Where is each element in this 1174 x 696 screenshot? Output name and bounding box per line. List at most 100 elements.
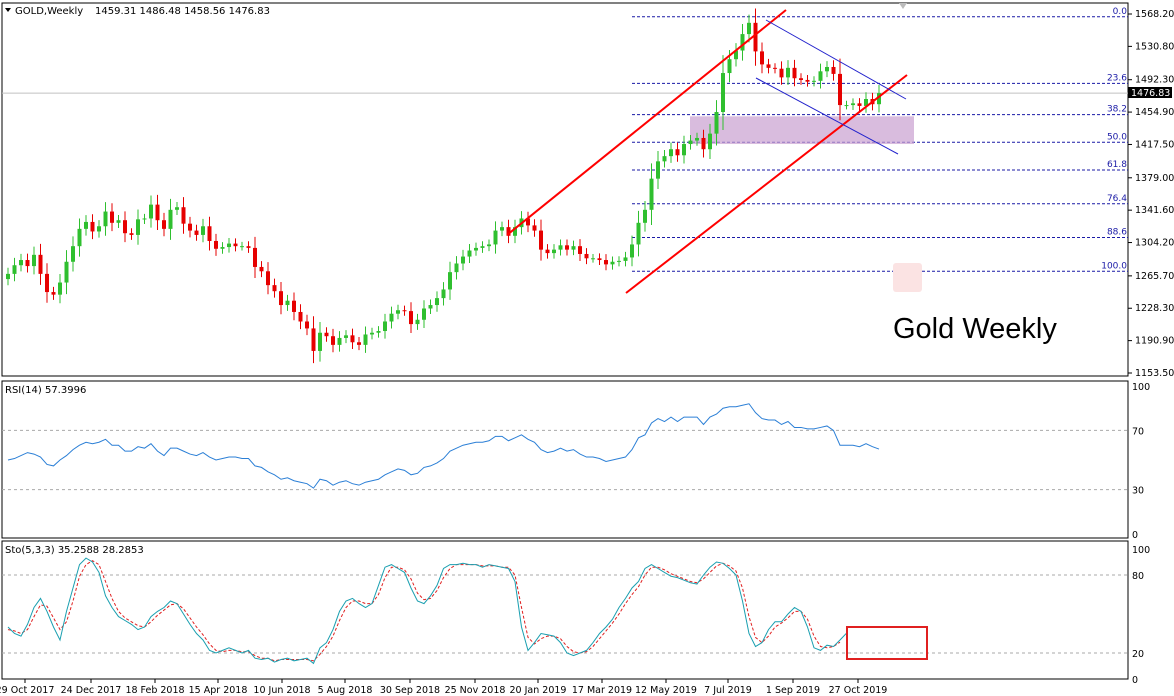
- candle: [389, 306, 394, 329]
- sto-tick-label: 100: [1132, 545, 1150, 556]
- time-tick-label: 5 Aug 2018: [318, 685, 373, 696]
- candle: [162, 212, 166, 237]
- candle: [740, 23, 745, 61]
- candle: [285, 294, 290, 311]
- candle: [428, 299, 433, 315]
- candle: [116, 214, 121, 229]
- candle: [370, 327, 374, 340]
- sto-tick-label: 80: [1132, 571, 1144, 582]
- falling-channel-lower[interactable]: [755, 77, 899, 155]
- candle: [656, 150, 660, 190]
- rsi-tick-label: 30: [1132, 486, 1144, 497]
- candle: [688, 135, 693, 150]
- rsi-line: [7, 403, 880, 489]
- candle: [207, 216, 212, 251]
- candle: [578, 239, 582, 262]
- candle: [311, 316, 316, 364]
- price-axis: 1568.20 1530.80 1492.30 1454.90 1417.50 1379.…: [1128, 9, 1174, 379]
- fib-level-label: 100.0: [1101, 261, 1127, 271]
- watermark-logo-icon: [893, 263, 922, 292]
- rsi-pane-frame: [1, 380, 1129, 539]
- time-tick-label: 7 Jul 2019: [704, 685, 752, 696]
- candle: [214, 233, 218, 256]
- time-axis: 29 Oct 2017 24 Dec 2017 18 Feb 2018 15 Apr …: [0, 679, 887, 696]
- candle: [45, 263, 49, 303]
- candle: [357, 337, 361, 351]
- time-tick-label: 29 Oct 2017: [0, 685, 54, 696]
- price-tick-label: 1304.20: [1135, 238, 1174, 249]
- candle: [552, 244, 556, 259]
- candle: [864, 92, 868, 113]
- candle: [591, 253, 595, 263]
- candle: [500, 221, 504, 237]
- candle: [142, 213, 147, 224]
- candle: [64, 250, 69, 295]
- candle: [363, 326, 368, 353]
- candle: [662, 149, 667, 168]
- candle: [77, 218, 82, 257]
- candle: [350, 328, 355, 350]
- chart-shift-marker-icon[interactable]: [899, 3, 907, 9]
- candle: [305, 314, 309, 336]
- candle: [51, 286, 56, 300]
- candle: [155, 194, 160, 230]
- candle: [448, 261, 452, 300]
- candle: [415, 313, 420, 330]
- candle: [526, 211, 530, 233]
- fib-level-label: 76.4: [1107, 194, 1127, 204]
- sto-signal-line: [7, 560, 841, 662]
- time-tick-label: 24 Dec 2017: [61, 685, 122, 696]
- upper-channel-trendline[interactable]: [506, 9, 787, 236]
- candle: [324, 327, 329, 342]
- sto-tick-label: 0: [1132, 675, 1138, 686]
- candle: [773, 63, 777, 74]
- candle: [201, 218, 205, 243]
- candle: [175, 201, 179, 216]
- collapse-arrow-icon[interactable]: [5, 8, 11, 12]
- candle: [90, 214, 95, 240]
- candle: [84, 215, 88, 236]
- candle: [409, 302, 413, 333]
- candle: [675, 142, 680, 162]
- candle: [649, 163, 654, 226]
- candle: [487, 239, 491, 252]
- candle: [435, 291, 439, 312]
- lower-channel-trendline[interactable]: [625, 74, 908, 294]
- candle: [259, 261, 264, 278]
- candle: [149, 195, 153, 228]
- candle: [194, 224, 199, 241]
- fib-level-label: 0.0: [1113, 7, 1128, 17]
- candle: [617, 256, 621, 267]
- candle: [129, 228, 134, 240]
- candle: [480, 241, 485, 253]
- rsi-tick-label: 70: [1132, 426, 1144, 437]
- candle: [818, 63, 823, 89]
- candle: [337, 331, 342, 352]
- candle: [513, 219, 517, 244]
- candle: [721, 55, 725, 130]
- candle: [272, 278, 277, 298]
- candle: [506, 219, 511, 244]
- time-tick-label: 30 Sep 2018: [380, 685, 440, 696]
- price-tick-label: 1228.30: [1135, 303, 1174, 314]
- time-tick-label: 25 Nov 2018: [445, 685, 506, 696]
- time-tick-label: 27 Oct 2019: [829, 685, 888, 696]
- candle: [123, 211, 127, 243]
- candle: [734, 43, 738, 67]
- price-tick-label: 1492.30: [1135, 75, 1174, 86]
- falling-channel-upper[interactable]: [765, 19, 907, 100]
- candle: [246, 241, 251, 253]
- candle: [623, 251, 628, 267]
- candle: [779, 61, 784, 85]
- candle: [441, 282, 446, 306]
- candle: [188, 216, 192, 238]
- candle: [838, 58, 842, 121]
- fib-level-label: 38.2: [1107, 105, 1127, 115]
- trendlines[interactable]: [506, 9, 908, 294]
- price-tick-label: 1568.20: [1135, 9, 1174, 20]
- fib-level-label: 61.8: [1107, 160, 1127, 170]
- candle: [454, 256, 459, 280]
- candle: [799, 73, 803, 85]
- candle: [669, 142, 673, 163]
